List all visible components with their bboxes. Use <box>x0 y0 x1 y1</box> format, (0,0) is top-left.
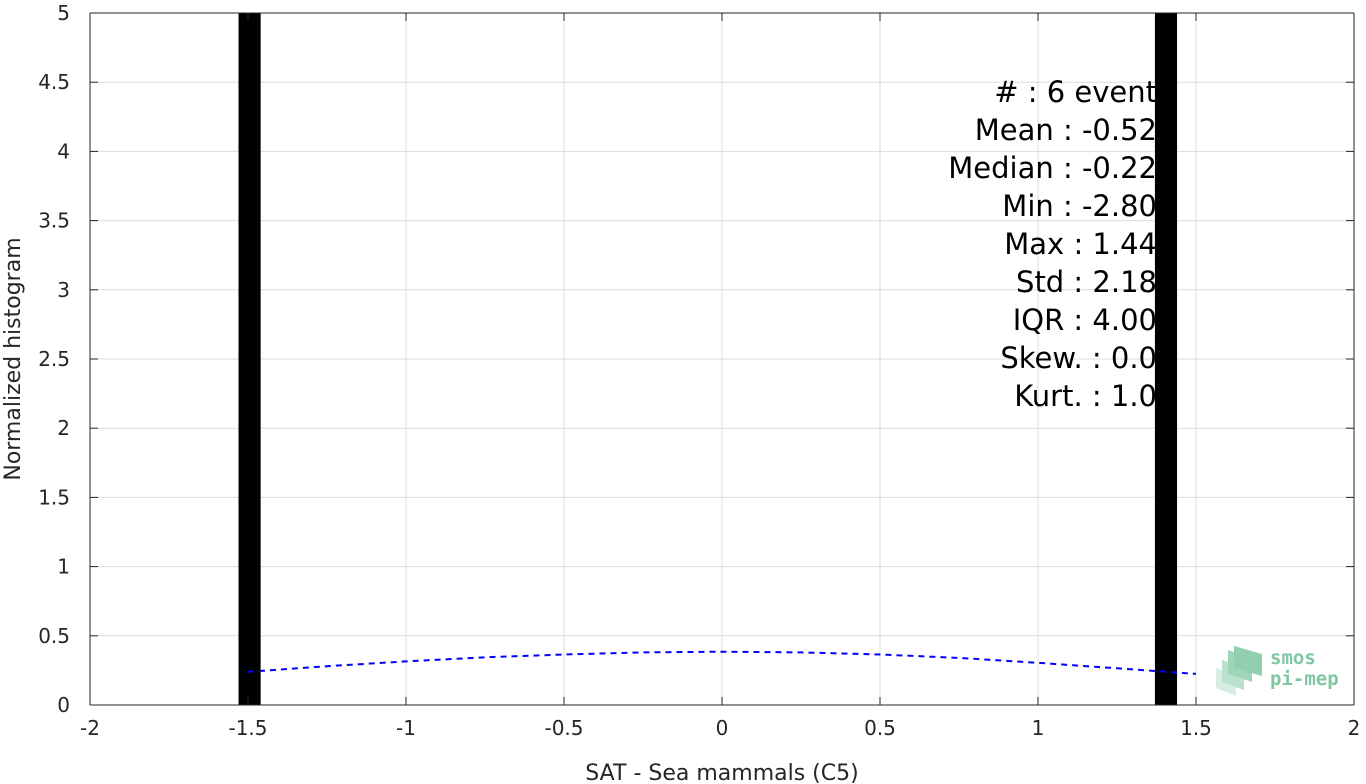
y-tick-label-2: 1 <box>57 555 70 579</box>
y-tick-label-10: 5 <box>57 1 70 25</box>
logo-mark-icon <box>1216 646 1262 696</box>
statistics-annotation: # : 6 event Mean : -0.52 Median : -0.22 Min… <box>948 75 1157 413</box>
y-axis-ticks: 0 0.5 1 1.5 2 2.5 3 3.5 4 4.5 5 <box>38 1 1354 717</box>
y-tick-label-8: 4 <box>57 139 70 163</box>
stat-line-2: Median : -0.22 <box>948 151 1157 185</box>
x-tick-label-7: 1.5 <box>1180 716 1212 740</box>
stat-line-0: # : 6 event <box>994 75 1157 109</box>
stat-line-7: Skew. : 0.0 <box>1000 341 1157 375</box>
fit-curve <box>247 650 1197 675</box>
y-tick-label-7: 3.5 <box>38 209 70 233</box>
x-tick-label-5: 0.5 <box>864 716 896 740</box>
x-tick-label-1: -1.5 <box>228 716 267 740</box>
y-axis-label: Normalized histogram <box>1 237 26 480</box>
logo-text-smos: smos <box>1270 647 1316 669</box>
x-axis-ticks: -2 -1.5 -1 -0.5 0 0.5 1 1.5 2 <box>80 13 1360 740</box>
y-tick-label-9: 4.5 <box>38 70 70 94</box>
stat-line-8: Kurt. : 1.0 <box>1014 379 1157 413</box>
histogram-bars <box>238 13 1178 705</box>
logo-text-pi-mep: pi-mep <box>1270 668 1339 690</box>
y-tick-label-3: 1.5 <box>38 485 70 509</box>
fit-curve-line <box>247 650 1197 675</box>
histogram-bar-1 <box>1154 13 1178 705</box>
x-tick-label-4: 0 <box>716 716 729 740</box>
x-tick-label-6: 1 <box>1032 716 1045 740</box>
stat-line-3: Min : -2.80 <box>1002 189 1157 223</box>
stat-line-5: Std : 2.18 <box>1016 265 1157 299</box>
smos-pi-mep-logo: smos pi-mep <box>1216 646 1339 696</box>
y-tick-label-4: 2 <box>57 416 70 440</box>
x-tick-label-8: 2 <box>1348 716 1361 740</box>
stat-line-6: IQR : 4.00 <box>1013 303 1157 337</box>
x-tick-label-2: -1 <box>396 716 416 740</box>
x-axis-label: SAT - Sea mammals (C5) <box>585 761 858 784</box>
histogram-bar-0 <box>238 13 261 705</box>
x-tick-label-0: -2 <box>80 716 100 740</box>
stat-line-4: Max : 1.44 <box>1004 227 1157 261</box>
y-tick-label-1: 0.5 <box>38 624 70 648</box>
stat-line-1: Mean : -0.52 <box>975 113 1157 147</box>
grid-lines <box>89 12 1355 706</box>
x-tick-label-3: -0.5 <box>544 716 583 740</box>
y-tick-label-6: 3 <box>57 278 70 302</box>
y-tick-label-0: 0 <box>57 693 70 717</box>
y-tick-label-5: 2.5 <box>38 347 70 371</box>
